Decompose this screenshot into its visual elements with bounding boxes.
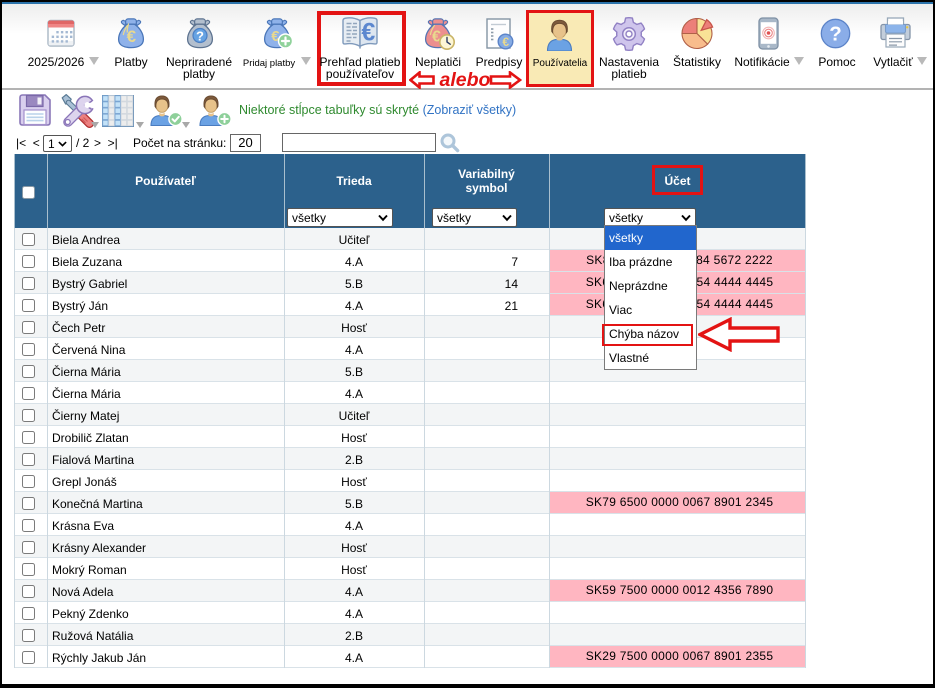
svg-text:?: ?: [196, 28, 204, 43]
svg-text:alebo: alebo: [440, 71, 491, 89]
svg-text:€: €: [361, 19, 375, 47]
svg-text:?: ?: [829, 23, 842, 46]
svg-text:€: €: [127, 27, 137, 46]
svg-text:€: €: [271, 28, 280, 45]
svg-text:€: €: [432, 28, 441, 45]
svg-text:€: €: [502, 35, 509, 49]
